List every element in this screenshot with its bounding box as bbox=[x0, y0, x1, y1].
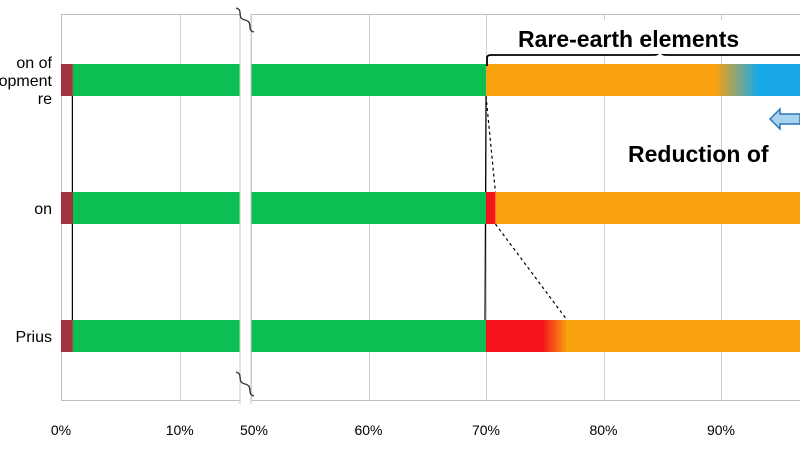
bar-segment-base bbox=[61, 64, 73, 96]
bar-segment-base bbox=[61, 320, 73, 352]
category-label: opment bbox=[0, 73, 53, 90]
rare-earth-annotation: Rare-earth elements bbox=[486, 20, 800, 66]
category-label: on bbox=[34, 201, 52, 218]
x-tick-label: 60% bbox=[354, 422, 382, 438]
axis-break bbox=[235, 7, 255, 404]
reduction-arrow-icon bbox=[768, 107, 800, 131]
category-label: on of bbox=[16, 55, 52, 72]
bar-segment-accent_red bbox=[486, 320, 568, 352]
bars bbox=[61, 64, 800, 352]
bar-segment-main bbox=[72, 320, 486, 352]
connector-dashed-bottom bbox=[494, 223, 568, 321]
x-tick-label: 0% bbox=[51, 422, 71, 438]
bar-segment-accent_red bbox=[486, 192, 496, 224]
x-tick-label: 90% bbox=[707, 422, 735, 438]
x-axis-ticks: 0% 10% 50% 60% 70% 80% 90% bbox=[51, 422, 735, 438]
bar-segment-ree bbox=[567, 320, 800, 352]
x-tick-label: 50% bbox=[240, 422, 268, 438]
bar-segment-accent_blue bbox=[715, 64, 800, 96]
bar-segment-ree bbox=[486, 64, 721, 96]
connector-dashed-top bbox=[485, 95, 496, 193]
x-tick-label: 80% bbox=[589, 422, 617, 438]
bar-segment-base bbox=[61, 192, 73, 224]
rare-earth-label: Rare-earth elements bbox=[518, 26, 739, 52]
reduction-annotation: Reduction of bbox=[628, 107, 800, 167]
x-tick-label: 70% bbox=[472, 422, 500, 438]
category-label: re bbox=[38, 91, 52, 108]
reduction-label: Reduction of bbox=[628, 141, 769, 167]
x-tick-label: 10% bbox=[166, 422, 194, 438]
category-label: Prius bbox=[16, 329, 52, 346]
bar-segment-main bbox=[72, 192, 486, 224]
bar-segment-main bbox=[72, 64, 486, 96]
bar-segment-ree bbox=[495, 192, 800, 224]
rare-earth-brace bbox=[486, 49, 800, 66]
